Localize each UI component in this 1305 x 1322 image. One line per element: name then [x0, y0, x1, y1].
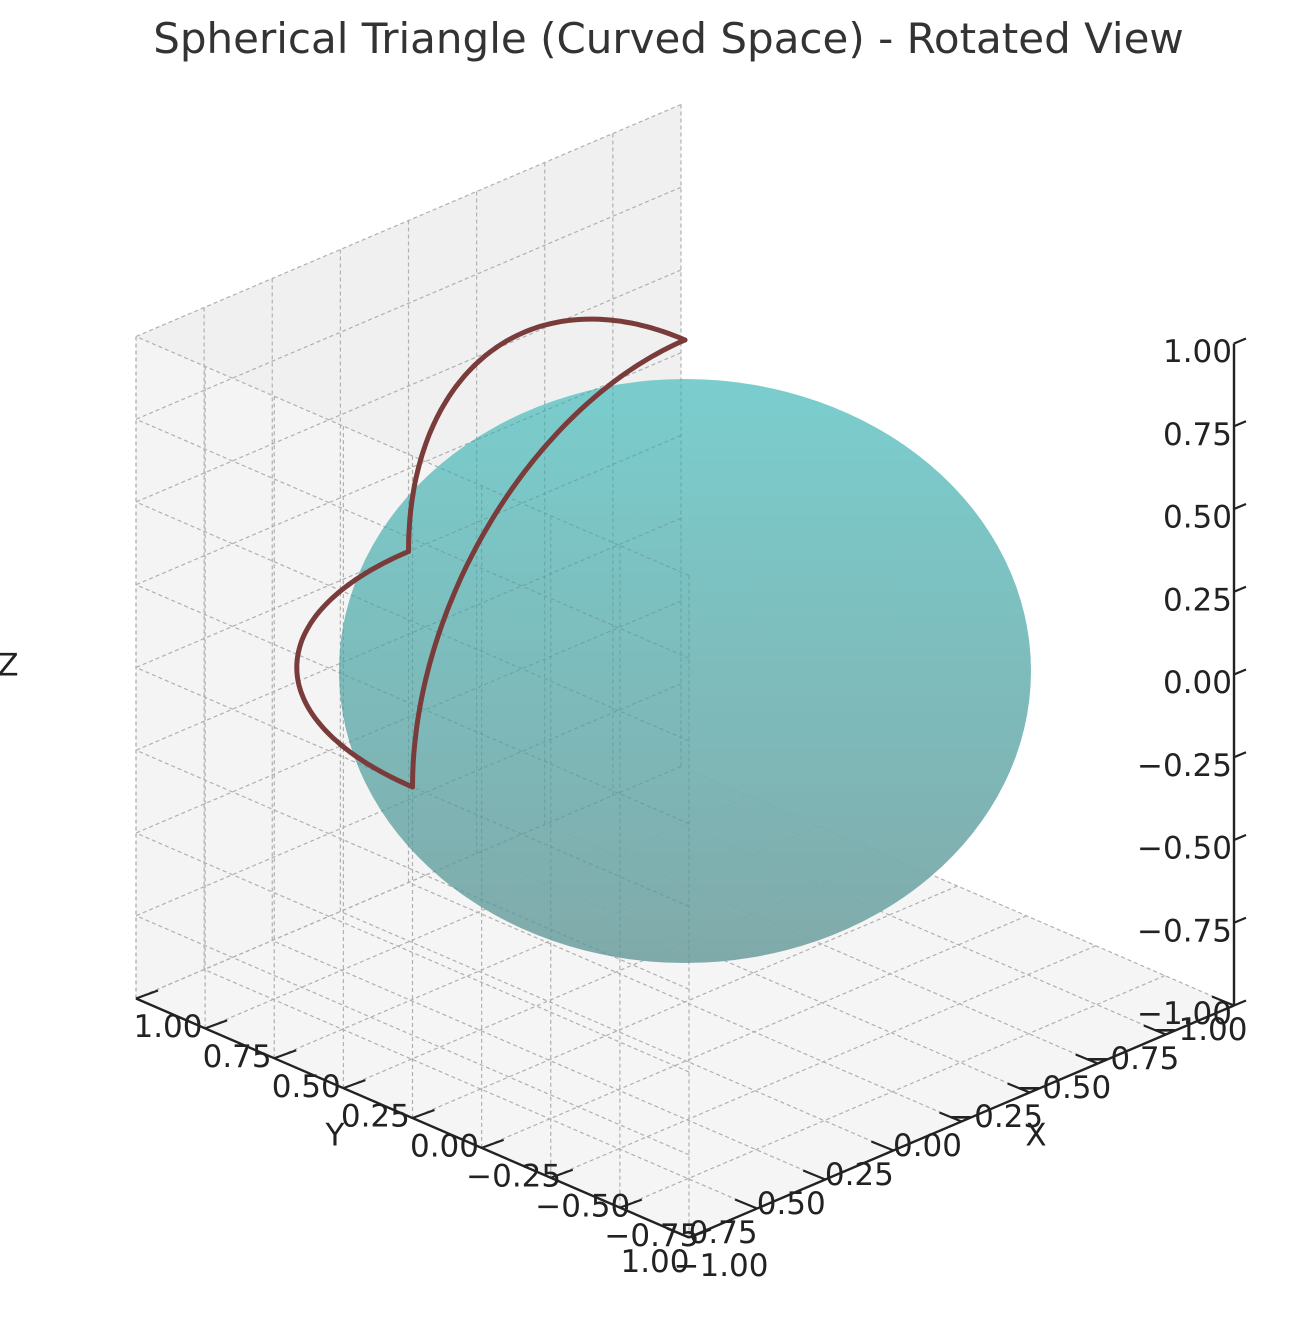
x-tick — [481, 1138, 505, 1149]
gridline — [135, 832, 690, 1073]
triangle-edge-yz — [410, 337, 688, 790]
z-tick — [1233, 916, 1247, 924]
x-tick-label: −0.75 — [604, 1218, 699, 1254]
y-axis-label: Y — [325, 1118, 345, 1154]
triangle-edge-xy — [294, 549, 415, 790]
gridline — [476, 852, 1030, 1094]
x-tick — [688, 1228, 712, 1239]
x-tick — [342, 1079, 366, 1090]
z-tick-label: 0.75 — [1163, 417, 1232, 453]
z-tick — [1233, 999, 1247, 1007]
z-tick-label: −0.50 — [1137, 831, 1232, 867]
x-tick — [412, 1108, 435, 1120]
gridline — [135, 269, 682, 503]
z-tick — [1233, 420, 1247, 428]
gridline — [203, 968, 758, 1210]
y-tick — [734, 1198, 758, 1210]
x-axis-label: X — [1025, 1118, 1046, 1154]
gridline — [272, 939, 826, 1181]
y-tick-label: −0.75 — [1084, 1041, 1179, 1077]
z-tick-label: −1.00 — [1137, 996, 1232, 1032]
gridline — [135, 915, 690, 1156]
z-tick — [1233, 337, 1247, 345]
z-tick — [1233, 502, 1247, 511]
x-tick — [135, 989, 159, 1000]
z-tick-label: 0.25 — [1163, 582, 1232, 618]
z-tick — [1233, 668, 1247, 676]
y-tick-label: 0.50 — [757, 1186, 826, 1222]
x-tick — [619, 1198, 643, 1209]
triangle-edge-zx — [406, 316, 688, 554]
axis-lines — [135, 337, 1247, 1239]
gridline — [612, 794, 1167, 1036]
y-tick-label: −0.50 — [1016, 1070, 1111, 1106]
y-tick — [802, 1169, 826, 1181]
z-tick — [1233, 751, 1247, 759]
z-tick-label: 0.50 — [1163, 500, 1232, 536]
gridline — [340, 910, 894, 1152]
gridline — [619, 975, 1166, 1209]
x-tick — [204, 1019, 228, 1030]
y-tick — [870, 1140, 894, 1152]
y-tick — [1143, 1024, 1167, 1036]
x-tick-label: 0.25 — [341, 1099, 410, 1135]
x-tick — [550, 1168, 574, 1179]
sphere-surface — [339, 379, 1031, 963]
y-tick-label: −0.25 — [948, 1099, 1043, 1135]
spherical-triangle — [294, 316, 688, 790]
gridline — [408, 881, 962, 1123]
z-axis-label: Z — [0, 648, 19, 684]
sphere-body — [339, 379, 1031, 963]
x-tick-label: −0.50 — [535, 1188, 630, 1224]
z-tick-label: 0.00 — [1163, 665, 1232, 701]
y-tick — [939, 1111, 962, 1123]
gridline — [135, 103, 682, 338]
z-tick — [1233, 585, 1247, 593]
x-tick-label: 0.00 — [410, 1129, 479, 1165]
z-tick-label: 1.00 — [1163, 334, 1232, 370]
axis-labels: X Y Z — [0, 648, 1047, 1154]
x-tick-label: −0.25 — [466, 1158, 561, 1194]
z-tick-label: −0.75 — [1137, 913, 1232, 949]
x-tick-label: 0.75 — [203, 1039, 272, 1075]
x-tick-label: −1.00 — [674, 1248, 769, 1284]
y-tick — [1075, 1053, 1099, 1065]
x-tick — [273, 1049, 297, 1060]
y-tick-label: 0.25 — [825, 1157, 894, 1193]
y-tick-label: 1.00 — [620, 1244, 689, 1280]
z-tick-label: −0.25 — [1137, 748, 1232, 784]
y-tick — [1007, 1082, 1031, 1094]
gridline — [135, 186, 682, 420]
y-tick-label: 0.75 — [689, 1215, 758, 1251]
y-tick-label: −1.00 — [1153, 1012, 1248, 1048]
x-tick-label: 0.50 — [272, 1069, 341, 1105]
chart-title: Spherical Triangle (Curved Space) - Rota… — [153, 14, 1184, 63]
y-tick — [1211, 995, 1235, 1007]
z-tick — [1233, 833, 1247, 842]
y-tick — [666, 1227, 690, 1239]
x-tick-label: 1.00 — [133, 1009, 202, 1045]
y-tick-label: 0.00 — [893, 1128, 962, 1164]
tick-labels: −1.00−1.00−1.00−0.75−0.75−0.75−0.50−0.50… — [133, 334, 1247, 1284]
